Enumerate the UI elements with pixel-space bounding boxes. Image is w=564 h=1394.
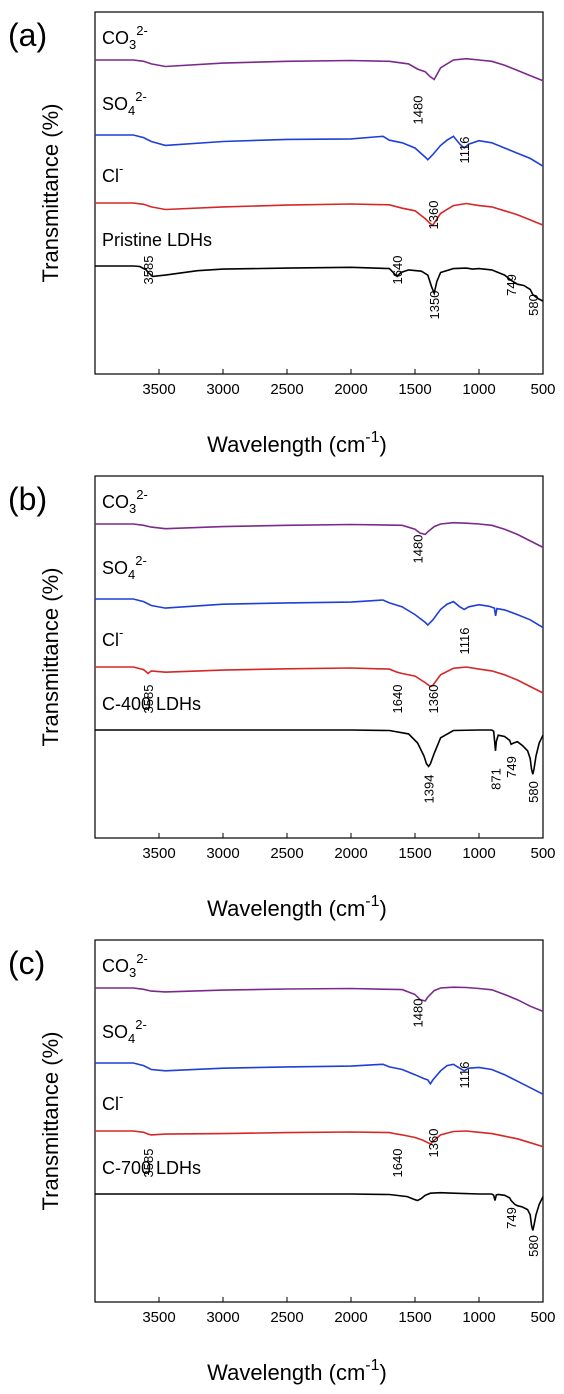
- x-tick-label: 3000: [206, 381, 239, 398]
- x-tick-label: 1000: [462, 1309, 495, 1326]
- x-tick-label: 2000: [334, 381, 367, 398]
- x-tick-label: 3500: [142, 1309, 175, 1326]
- x-tick-label: 2500: [270, 845, 303, 862]
- series-label: Pristine LDHs: [102, 230, 212, 250]
- peak-annotation: 1480: [411, 999, 426, 1028]
- series-line-0: [95, 986, 544, 1013]
- peak-annotation: 580: [526, 294, 541, 316]
- series-label: C-700 LDHs: [102, 1158, 201, 1178]
- series-line-0: [95, 57, 544, 82]
- x-tick-label: 2500: [270, 381, 303, 398]
- peak-annotation: 580: [526, 1235, 541, 1257]
- chart-svg-a: 3500 3000 2500 2000 1500 1000 500 (a) Transmitta…: [8, 11, 556, 457]
- y-axis-title: Transmittance (%): [38, 568, 63, 747]
- plot-frame: [94, 939, 544, 1303]
- peak-annotation: 1640: [390, 256, 405, 285]
- series-label: C-400 LDHs: [102, 694, 201, 714]
- x-tick-label: 500: [530, 381, 555, 398]
- chart-svg-c: 3500 3000 2500 2000 1500 1000 500 (c) Transmitta…: [8, 939, 556, 1385]
- x-axis-title: Wavelength (cm-1): [207, 893, 387, 921]
- chart-panel-c: 3500 3000 2500 2000 1500 1000 500 (c) Transmitta…: [0, 928, 564, 1392]
- panel-label: (c): [8, 945, 45, 981]
- series-label: SO42-: [102, 89, 147, 118]
- peak-annotation: 1640: [390, 685, 405, 714]
- series-line-3: [95, 1191, 544, 1231]
- series-line-2: [95, 666, 544, 694]
- peak-annotation: 580: [526, 781, 541, 803]
- x-tick-label: 3000: [206, 845, 239, 862]
- peak-annotation: 3585: [141, 685, 156, 714]
- peak-annotation: 1116: [457, 137, 472, 164]
- peak-annotation: 749: [504, 756, 519, 778]
- peak-annotation: 1360: [426, 1129, 441, 1158]
- x-tick-label: 2000: [334, 1309, 367, 1326]
- peak-annotation: 749: [504, 1207, 519, 1229]
- peak-annotation: 1350: [427, 291, 442, 320]
- chart-panel-a: 3500 3000 2500 2000 1500 1000 500 (a) Transmitta…: [0, 0, 564, 464]
- peak-annotation: 3585: [141, 256, 156, 285]
- series-line-2: [95, 202, 544, 227]
- series-label: SO42-: [102, 553, 147, 582]
- x-tick-label: 3500: [142, 845, 175, 862]
- x-tick-label: 1500: [398, 381, 431, 398]
- x-tick-label: 3000: [206, 1309, 239, 1326]
- chart-svg-b: 3500 3000 2500 2000 1500 1000 500 (b) Transmitta…: [8, 475, 556, 921]
- series-line-1: [95, 134, 544, 167]
- x-tick-label: 3500: [142, 381, 175, 398]
- peak-annotation: 1360: [426, 201, 441, 230]
- x-axis-title: Wavelength (cm-1): [207, 1357, 387, 1385]
- peak-annotation: 871: [489, 768, 504, 790]
- peak-annotation: 1640: [390, 1149, 405, 1178]
- x-tick-label: 1500: [398, 1309, 431, 1326]
- series-line-3: [95, 265, 544, 302]
- peak-annotation: 1394: [422, 775, 437, 804]
- y-axis-title: Transmittance (%): [38, 1032, 63, 1211]
- x-tick-label: 1500: [398, 845, 431, 862]
- series-label: CO32-: [102, 23, 148, 52]
- series-label: Cl-: [102, 625, 123, 650]
- series-label: Cl-: [102, 1089, 123, 1114]
- peak-annotation: 749: [504, 274, 519, 296]
- x-tick-label: 2500: [270, 1309, 303, 1326]
- peak-annotation: 1116: [457, 1062, 472, 1089]
- peak-annotation: 1360: [426, 685, 441, 714]
- x-tick-label: 1000: [462, 845, 495, 862]
- peak-annotation: 1480: [411, 96, 426, 125]
- panel-label: (a): [8, 17, 47, 53]
- x-tick-label: 500: [530, 845, 555, 862]
- series-line-1: [95, 1062, 544, 1095]
- x-tick-label: 1000: [462, 381, 495, 398]
- series-label: CO32-: [102, 951, 148, 980]
- plot-frame: [94, 475, 544, 839]
- peak-annotation: 1480: [411, 535, 426, 564]
- series-label: SO42-: [102, 1017, 147, 1046]
- panel-label: (b): [8, 481, 47, 517]
- series-label: CO32-: [102, 487, 148, 516]
- x-axis-title: Wavelength (cm-1): [207, 429, 387, 457]
- series-line-3: [95, 729, 544, 775]
- plot-frame: [94, 11, 544, 375]
- peak-annotation: 3585: [141, 1149, 156, 1178]
- chart-panel-b: 3500 3000 2500 2000 1500 1000 500 (b) Transmitta…: [0, 464, 564, 928]
- x-tick-label: 500: [530, 1309, 555, 1326]
- x-tick-label: 2000: [334, 845, 367, 862]
- series-label: Cl-: [102, 161, 123, 186]
- y-axis-title: Transmittance (%): [38, 104, 63, 283]
- peak-annotation: 1116: [457, 628, 472, 655]
- series-line-0: [95, 521, 544, 549]
- series-line-1: [95, 598, 544, 629]
- series-line-2: [95, 1130, 544, 1148]
